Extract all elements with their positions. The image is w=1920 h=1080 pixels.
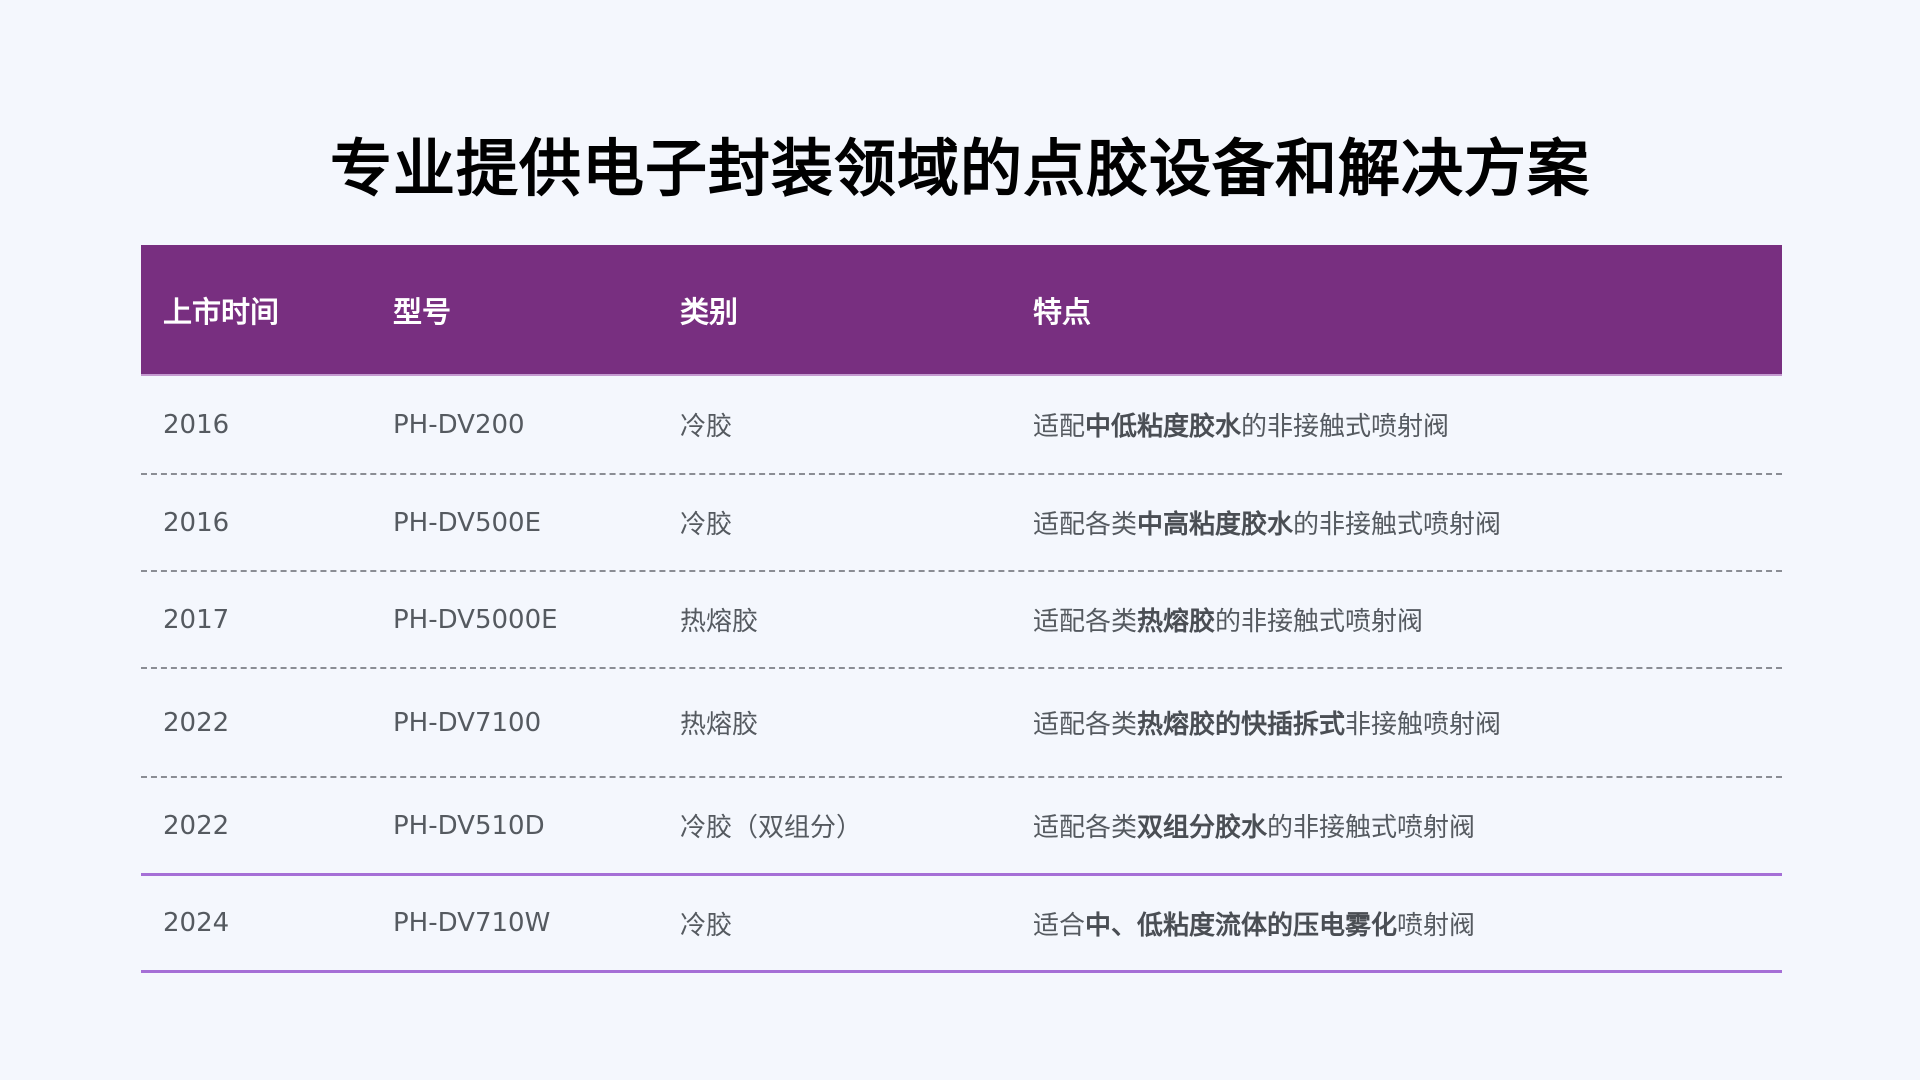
feature-text: 适配各类 (1033, 710, 1138, 740)
cell-category: 冷胶 (680, 910, 733, 941)
cell-category: 热熔胶 (680, 710, 759, 740)
feature-text: 非接触喷射阀 (1345, 710, 1502, 740)
feature-text: 适配 (1033, 412, 1086, 442)
table-row: 2024 PH-DV710W 冷胶 适合中、低粘度流体的压电雾化喷射阀 (141, 876, 1782, 973)
header-model: 型号 (393, 294, 452, 329)
feature-text: 喷射阀 (1397, 910, 1476, 941)
table-row: 2016 PH-DV200 冷胶 适配中低粘度胶水的非接触式喷射阀 (141, 376, 1782, 475)
table-row: 2022 PH-DV510D 冷胶（双组分） 适配各类双组分胶水的非接触式喷射阀 (141, 778, 1782, 876)
header-category: 类别 (680, 294, 739, 329)
cell-model: PH-DV710W (393, 908, 551, 938)
cell-year: 2017 (163, 604, 230, 635)
feature-text: 的非接触式喷射阀 (1241, 412, 1450, 442)
cell-model: PH-DV500E (393, 507, 542, 538)
feature-highlight: 中低粘度胶水 (1085, 412, 1242, 442)
cell-model: PH-DV5000E (393, 604, 558, 635)
cell-year: 2016 (163, 507, 230, 538)
feature-highlight: 中高粘度胶水 (1137, 510, 1294, 540)
header-features: 特点 (1033, 294, 1092, 329)
feature-text: 适配各类 (1033, 813, 1138, 843)
feature-text: 适配各类 (1033, 510, 1138, 540)
cell-features: 适配各类双组分胶水的非接触式喷射阀 (1033, 807, 1475, 844)
feature-highlight: 热熔胶的快插拆式 (1137, 710, 1346, 740)
feature-text: 的非接触式喷射阀 (1215, 607, 1424, 637)
cell-features: 适合中、低粘度流体的压电雾化喷射阀 (1033, 905, 1475, 942)
cell-year: 2022 (163, 810, 230, 841)
table-header: 上市时间 型号 类别 特点 (141, 245, 1782, 376)
cell-model: PH-DV7100 (393, 707, 542, 738)
table-row: 2017 PH-DV5000E 热熔胶 适配各类热熔胶的非接触式喷射阀 (141, 572, 1782, 669)
cell-features: 适配各类中高粘度胶水的非接触式喷射阀 (1033, 504, 1501, 541)
cell-year: 2024 (163, 908, 230, 938)
cell-features: 适配各类热熔胶的非接触式喷射阀 (1033, 601, 1423, 638)
cell-features: 适配中低粘度胶水的非接触式喷射阀 (1033, 406, 1449, 443)
feature-text: 的非接触式喷射阀 (1293, 510, 1502, 540)
cell-model: PH-DV200 (393, 409, 525, 440)
feature-highlight: 中、低粘度流体的压电雾化 (1085, 910, 1398, 941)
feature-highlight: 双组分胶水 (1137, 813, 1268, 843)
header-launch-time: 上市时间 (163, 294, 280, 329)
cell-category: 热熔胶 (680, 607, 759, 637)
cell-year: 2016 (163, 409, 230, 440)
cell-category: 冷胶 (680, 510, 733, 540)
cell-features: 适配各类热熔胶的快插拆式非接触喷射阀 (1033, 704, 1501, 741)
table-row: 2022 PH-DV7100 热熔胶 适配各类热熔胶的快插拆式非接触喷射阀 (141, 669, 1782, 778)
feature-highlight: 热熔胶 (1137, 607, 1216, 637)
table-row: 2016 PH-DV500E 冷胶 适配各类中高粘度胶水的非接触式喷射阀 (141, 475, 1782, 572)
feature-text: 适配各类 (1033, 607, 1138, 637)
product-table: 上市时间 型号 类别 特点 2016 PH-DV200 冷胶 适配中低粘度胶水的非接触… (141, 245, 1782, 973)
page-title: 专业提供电子封装领域的点胶设备和解决方案 (329, 132, 1590, 205)
cell-category: 冷胶 (680, 412, 733, 442)
feature-text: 的非接触式喷射阀 (1267, 813, 1476, 843)
cell-year: 2022 (163, 707, 230, 738)
cell-model: PH-DV510D (393, 810, 545, 841)
feature-text: 适合 (1033, 910, 1086, 941)
cell-category: 冷胶（双组分） (680, 813, 863, 843)
